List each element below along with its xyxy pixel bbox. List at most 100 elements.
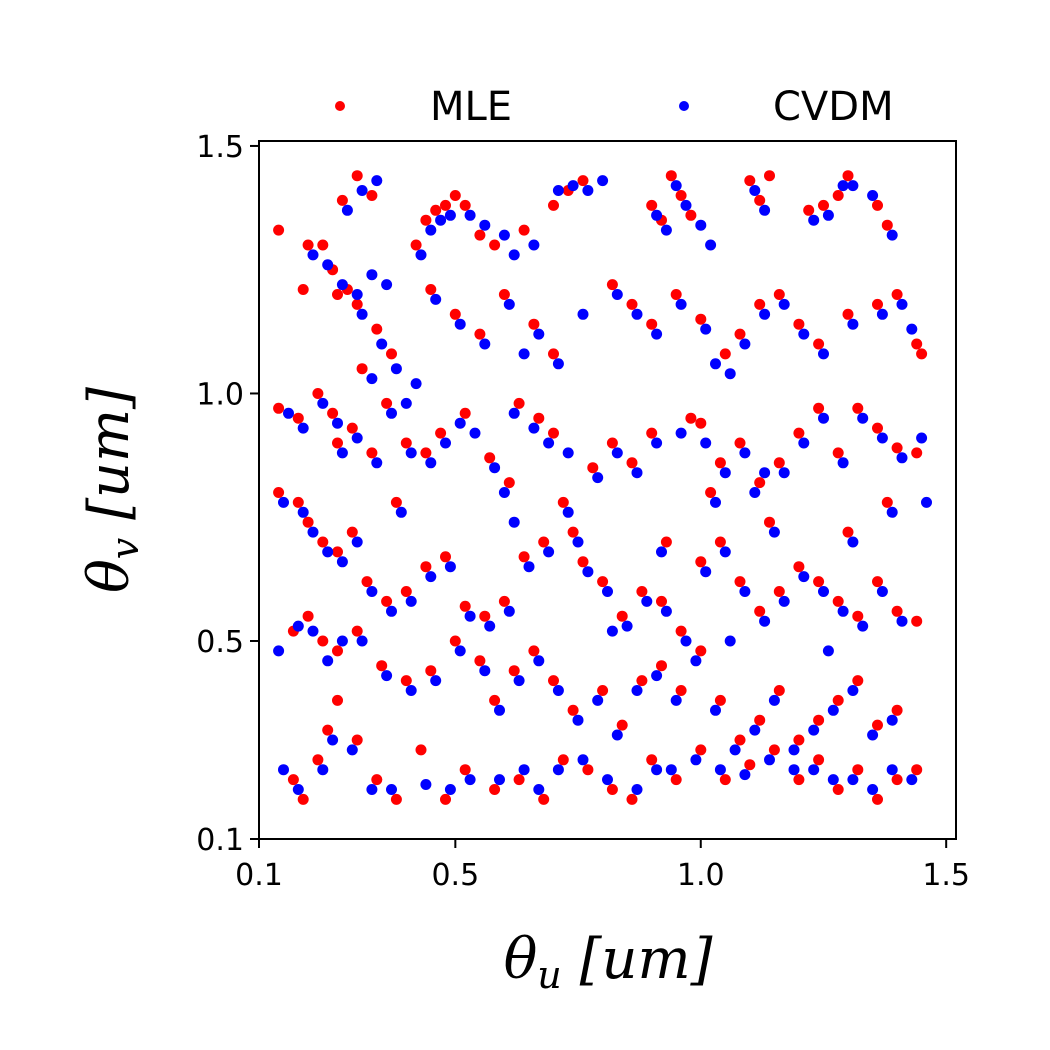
cvdm-point-156: [710, 704, 721, 716]
cvdm-point-86: [700, 437, 712, 449]
mle-point-39: [425, 284, 437, 295]
mle-point-171: [513, 774, 525, 786]
cvdm-point-162: [827, 704, 839, 716]
cvdm-point-116: [582, 566, 594, 578]
cvdm-point-74: [454, 417, 466, 429]
mle-point-163: [332, 694, 343, 706]
mle-point-80: [685, 412, 697, 424]
cvdm-point-134: [273, 645, 285, 657]
mle-point-139: [508, 665, 520, 677]
mle-point-67: [381, 397, 393, 409]
mle-point-76: [587, 462, 599, 474]
mle-point-94: [292, 496, 304, 508]
cvdm-point-50: [651, 328, 663, 340]
cvdm-point-157: [729, 744, 741, 756]
cvdm-point-154: [670, 694, 682, 706]
mle-point-62: [292, 412, 304, 424]
x-tick-label-1: 0.5: [431, 858, 479, 893]
cvdm-point-122: [700, 566, 712, 578]
cvdm-point-166: [278, 764, 289, 776]
cvdm-point-119: [641, 595, 653, 607]
cvdm-point-138: [336, 635, 348, 647]
cvdm-point-171: [366, 784, 378, 795]
mle-point-15: [459, 199, 471, 211]
mle-point-88: [832, 447, 844, 459]
cvdm-point-120: [660, 605, 672, 617]
cvdm-point-193: [867, 784, 879, 795]
mle-point-29: [764, 170, 775, 182]
mle-point-135: [425, 665, 437, 677]
cvdm-point-123: [719, 546, 731, 558]
mle-point-65: [346, 422, 358, 434]
cvdm-point-81: [592, 472, 604, 484]
cvdm-point-39: [410, 378, 422, 390]
mle-point-116: [695, 556, 707, 568]
mle-point-75: [548, 427, 559, 439]
cvdm-point-66: [317, 397, 329, 409]
cvdm-point-184: [665, 764, 677, 776]
cvdm-point-72: [425, 457, 437, 469]
cvdm-point-129: [837, 605, 849, 617]
mle-point-174: [582, 764, 594, 776]
cvdm-point-12: [444, 209, 456, 221]
cvdm-point-13: [464, 209, 476, 221]
cvdm-point-30: [808, 214, 820, 226]
mle-point-158: [891, 704, 903, 716]
cvdm-point-115: [562, 506, 574, 518]
cvdm-point-108: [425, 571, 437, 583]
mle-point-71: [459, 407, 471, 419]
mle-point-102: [420, 561, 432, 573]
mle-point-100: [381, 595, 393, 607]
cvdm-point-73: [440, 437, 451, 449]
mle-point-170: [489, 784, 501, 795]
cvdm-point-80: [562, 447, 574, 459]
cvdm-point-71: [405, 447, 417, 459]
mle-point-145: [636, 675, 648, 687]
cvdm-point-185: [690, 754, 702, 766]
cvdm-point-201: [656, 546, 667, 558]
cvdm-point-160: [788, 744, 800, 756]
mle-point-17: [489, 239, 501, 251]
cvdm-point-41: [454, 318, 466, 330]
mle-point-34: [872, 199, 883, 211]
cvdm-point-22: [651, 209, 663, 221]
cvdm-point-186: [714, 764, 726, 776]
legend-label-cvdm: CVDM: [773, 84, 894, 130]
cvdm-point-168: [317, 764, 329, 776]
cvdm-point-174: [444, 784, 456, 795]
mle-point-26: [685, 209, 697, 221]
cvdm-point-45: [533, 328, 545, 340]
cvdm-point-11: [435, 214, 447, 226]
mle-point-105: [479, 610, 491, 622]
cvdm-point-34: [867, 190, 879, 201]
cvdm-point-164: [867, 729, 879, 741]
mle-point-58: [891, 289, 903, 300]
cvdm-point-175: [464, 774, 476, 786]
cvdm-point-7: [371, 175, 383, 187]
cvdm-point-99: [278, 496, 289, 508]
cvdm-point-9: [415, 249, 427, 261]
mle-point-178: [670, 774, 682, 786]
cvdm-point-76: [489, 462, 501, 474]
mle-point-24: [665, 170, 677, 182]
cvdm-point-192: [847, 774, 859, 786]
cvdm-point-28: [749, 185, 761, 196]
cvdm-point-67: [332, 417, 343, 429]
cvdm-point-179: [552, 764, 564, 776]
cvdm-point-10: [425, 224, 437, 236]
cvdm-point-64: [283, 407, 294, 419]
cvdm-point-153: [651, 670, 663, 682]
y-tick-label-3: 1.5: [196, 130, 244, 165]
cvdm-point-47: [577, 308, 589, 320]
cvdm-point-197: [371, 457, 383, 469]
mle-point-25: [675, 190, 687, 201]
cvdm-point-149: [572, 714, 584, 726]
cvdm-point-6: [356, 185, 368, 196]
cvdm-point-165: [886, 714, 898, 726]
mle-point-127: [911, 615, 923, 627]
mle-point-46: [626, 298, 638, 310]
cvdm-point-114: [543, 546, 555, 558]
cvdm-point-63: [906, 323, 918, 335]
cvdm-point-125: [759, 615, 771, 627]
mle-point-4: [332, 289, 343, 300]
